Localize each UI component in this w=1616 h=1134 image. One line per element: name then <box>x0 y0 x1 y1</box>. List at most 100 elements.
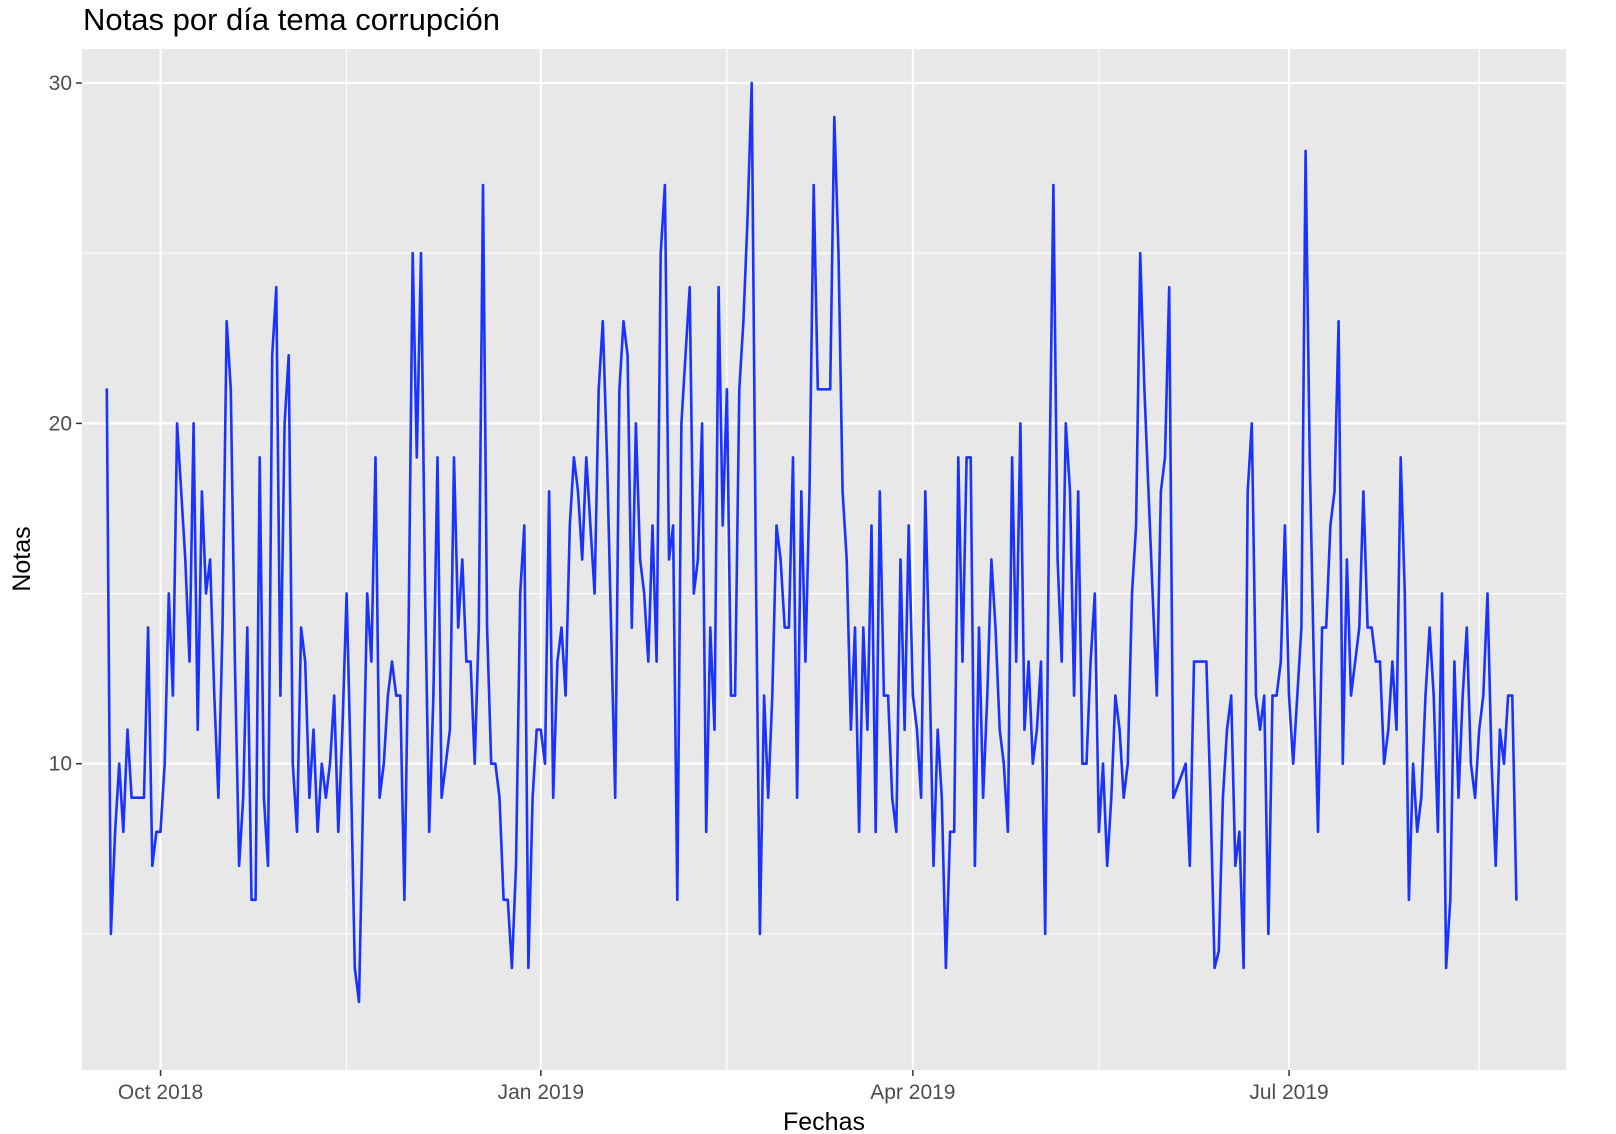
data-point <box>1300 626 1303 629</box>
data-point <box>816 388 819 391</box>
data-point <box>820 388 824 391</box>
data-point <box>1498 728 1502 731</box>
data-point <box>514 864 518 867</box>
data-point <box>857 830 861 833</box>
data-point <box>705 830 708 833</box>
data-point <box>1159 490 1163 493</box>
data-point <box>1242 966 1245 970</box>
data-point <box>874 830 877 833</box>
data-point <box>242 796 245 799</box>
data-point <box>994 626 997 629</box>
data-point <box>837 252 840 255</box>
data-point <box>696 558 700 561</box>
data-point <box>1114 694 1117 697</box>
data-point <box>535 728 538 731</box>
data-point <box>465 660 468 663</box>
data-point <box>1010 456 1014 459</box>
data-point <box>1234 864 1237 867</box>
data-point <box>523 524 526 527</box>
data-point <box>366 592 369 595</box>
data-point <box>944 966 948 970</box>
data-point <box>605 456 609 459</box>
data-point <box>440 796 443 799</box>
data-point <box>936 728 939 731</box>
data-point <box>1250 422 1254 425</box>
data-point <box>779 558 782 561</box>
data-point <box>1308 456 1311 459</box>
data-point <box>700 422 704 425</box>
data-point <box>1453 660 1456 663</box>
data-point <box>1283 524 1287 527</box>
data-point <box>1068 490 1072 493</box>
data-point <box>977 626 981 629</box>
data-point <box>754 558 757 561</box>
data-point <box>1279 660 1283 663</box>
data-point <box>333 694 336 697</box>
data-point <box>986 694 989 697</box>
data-point <box>568 524 571 527</box>
data-point <box>597 388 600 391</box>
data-point <box>853 626 857 629</box>
data-point <box>1097 830 1101 833</box>
data-point <box>762 694 766 697</box>
data-point <box>1486 592 1489 595</box>
data-point <box>1515 898 1518 901</box>
data-point <box>1039 660 1043 663</box>
data-point <box>1126 762 1130 765</box>
data-point <box>184 558 187 561</box>
data-point <box>432 694 435 697</box>
data-point <box>353 966 356 970</box>
data-point <box>1006 830 1010 833</box>
data-point <box>1246 490 1249 493</box>
data-point <box>614 796 617 799</box>
data-point <box>382 762 385 765</box>
data-point <box>729 694 733 697</box>
data-point <box>221 626 224 629</box>
data-point <box>1196 660 1200 663</box>
data-point <box>233 660 237 663</box>
data-point <box>419 252 423 255</box>
data-point <box>1147 490 1150 493</box>
data-point <box>1085 762 1088 765</box>
data-point <box>163 762 166 765</box>
data-point <box>494 762 497 765</box>
data-point <box>1395 728 1398 731</box>
data-point <box>882 694 886 697</box>
data-point <box>738 388 741 391</box>
data-point <box>688 286 691 289</box>
data-point <box>1151 592 1154 595</box>
data-point <box>601 320 604 323</box>
data-point <box>676 898 679 901</box>
data-point <box>291 762 294 765</box>
data-point <box>1370 626 1373 629</box>
data-point <box>1482 694 1485 697</box>
data-point <box>345 592 348 595</box>
data-point <box>647 660 650 663</box>
data-point <box>1349 694 1353 697</box>
data-point <box>155 830 158 833</box>
data-point <box>746 218 749 221</box>
data-point <box>928 660 931 663</box>
data-point <box>1052 183 1055 187</box>
data-point <box>349 762 352 765</box>
data-point <box>287 354 290 357</box>
data-point <box>609 626 613 629</box>
data-point <box>1387 728 1390 731</box>
data-point <box>175 422 179 425</box>
data-point <box>1444 966 1448 970</box>
data-point <box>915 728 919 731</box>
data-point <box>1449 898 1452 901</box>
data-point <box>787 626 791 629</box>
data-point <box>1101 762 1105 765</box>
data-point <box>1155 694 1159 697</box>
data-point <box>998 728 1001 731</box>
data-point <box>146 626 150 629</box>
y-tick-labels: 10 20 30 <box>49 72 72 776</box>
data-point <box>180 490 183 493</box>
data-point <box>1027 660 1030 663</box>
x-tick-labels: Oct 2018 Jan 2019 Apr 2019 Jul 2019 <box>118 1081 1329 1104</box>
data-point <box>771 694 774 697</box>
data-point <box>634 422 638 425</box>
data-point <box>477 626 480 629</box>
